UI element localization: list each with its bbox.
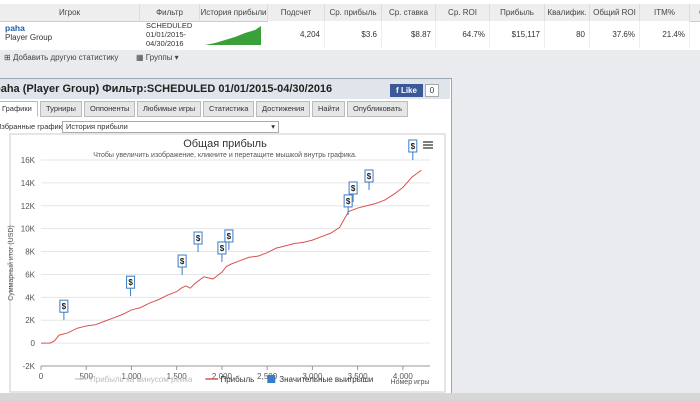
table-cell: $3.6 <box>325 21 382 48</box>
groups-button[interactable]: ▦ Группы ▾ <box>136 53 179 62</box>
table-cell: $8.87 <box>382 21 436 48</box>
tab[interactable]: Любимые игры <box>137 101 202 117</box>
marker-label: $ <box>180 257 185 266</box>
column-header: Прибыль <box>490 4 545 22</box>
column-header: Фильтр <box>140 4 200 22</box>
menu-icon <box>423 141 433 149</box>
column-header: Игрок <box>0 4 140 22</box>
chart-title: Общая прибыль <box>183 138 267 150</box>
y-tick-label: 10K <box>21 225 36 234</box>
tab[interactable]: Найти <box>312 101 346 117</box>
win-marker <box>364 169 374 183</box>
marker-label: $ <box>351 184 356 193</box>
tab[interactable]: Опубликовать <box>347 101 409 117</box>
chart-frame <box>9 133 446 393</box>
favorites-select[interactable]: История прибыли ▾ <box>62 121 279 133</box>
like-count: 0 <box>425 84 439 97</box>
marker-label: $ <box>220 244 225 253</box>
filter-line: 01/01/2015- <box>146 30 187 39</box>
y-tick-label: 16K <box>21 156 36 165</box>
x-tick-label: 2,000 <box>212 372 233 381</box>
table-cell: 37.6% <box>590 21 640 48</box>
player-link[interactable]: paha <box>5 23 25 33</box>
x-tick-label: 4,000 <box>393 372 414 381</box>
win-marker <box>177 254 187 268</box>
tab[interactable]: Статистика <box>203 101 255 117</box>
y-tick-label: 12K <box>21 202 36 211</box>
tab[interactable]: Оппоненты <box>84 101 136 117</box>
x-tick-label: 1,500 <box>167 372 188 381</box>
x-axis-title: Номер игры <box>391 379 430 386</box>
y-tick-label: 4K <box>25 293 35 302</box>
x-tick-label: 3,500 <box>348 372 369 381</box>
like-button[interactable]: f Like <box>390 84 423 97</box>
table-cell: 80 <box>545 21 590 48</box>
win-marker <box>126 275 136 289</box>
label: Like <box>400 86 417 95</box>
win-marker <box>348 181 358 195</box>
scroll-area <box>0 393 700 401</box>
win-marker <box>193 231 203 245</box>
column-header: Квалифик. <box>545 4 590 22</box>
win-marker <box>217 241 227 255</box>
x-tick-label: 1,000 <box>121 372 142 381</box>
column-header: Об <box>690 4 700 22</box>
y-tick-label: 8K <box>25 248 35 257</box>
y-tick-label: 14K <box>21 179 36 188</box>
column-header: Ср. прибыль <box>325 4 382 22</box>
y-axis-title: Суммарный итог (USD) <box>7 225 15 301</box>
dialog-titlebar <box>0 79 450 99</box>
win-marker <box>408 139 418 153</box>
column-header: Ср. ROI <box>436 4 490 22</box>
column-header: История прибыли <box>200 4 268 22</box>
chart-subtitle: Чтобы увеличить изображение, кликните и … <box>93 151 357 159</box>
player-group: Player Group <box>5 33 53 42</box>
y-tick-label: 0 <box>31 339 36 348</box>
label: История прибыли <box>66 122 128 131</box>
tab[interactable]: Достижения <box>256 101 311 117</box>
dialog-title: paha (Player Group) Фильтр:SCHEDULED 01/… <box>0 83 333 95</box>
marker-label: $ <box>346 197 351 206</box>
filter-line: 04/30/2016 <box>146 39 184 48</box>
win-marker <box>59 299 69 313</box>
legend-label: Значительные выигрыши <box>279 375 373 384</box>
marker-label: $ <box>411 142 416 151</box>
legend-swatch <box>267 375 276 383</box>
y-tick-label: 6K <box>25 270 35 279</box>
label: Группы <box>145 53 173 62</box>
filter-line: SCHEDULED <box>146 21 193 30</box>
y-tick-label: -2K <box>23 362 36 371</box>
win-marker <box>224 229 234 243</box>
column-header: Общий ROI <box>590 4 640 22</box>
label: Добавить другую статистику <box>12 53 119 62</box>
x-tick-label: 3,000 <box>302 372 323 381</box>
x-tick-label: 0 <box>39 372 44 381</box>
favorites-label: Избранные графики: <box>0 122 69 131</box>
column-header: ITM% <box>640 4 690 22</box>
win-marker <box>343 194 353 208</box>
filter-cell: SCHEDULED 01/01/2015- 04/30/2016 <box>146 21 192 48</box>
y-tick-label: 2K <box>25 316 35 325</box>
x-tick-label: 500 <box>80 372 94 381</box>
marker-label: $ <box>367 172 372 181</box>
table-cell: 4,204 <box>268 21 325 48</box>
table-cell: 21.4% <box>640 21 690 48</box>
sparkline <box>205 26 261 45</box>
legend-label: Прибыль за минусом рейка <box>90 375 193 384</box>
marker-label: $ <box>128 278 133 287</box>
tab[interactable]: Графики <box>0 101 38 117</box>
add-stat-button[interactable]: ⊞ Добавить другую статистику <box>4 53 119 62</box>
table-cell: 64.7% <box>436 21 490 48</box>
profit-line <box>41 169 422 344</box>
column-header: Ср. ставка <box>382 4 436 22</box>
marker-label: $ <box>227 232 232 241</box>
legend-label: Прибыль <box>220 375 254 384</box>
tab[interactable]: Турниры <box>40 101 82 117</box>
marker-label: $ <box>62 302 67 311</box>
marker-label: $ <box>196 234 201 243</box>
column-header: Подсчет <box>268 4 325 22</box>
table-cell: $15,117 <box>490 21 545 48</box>
